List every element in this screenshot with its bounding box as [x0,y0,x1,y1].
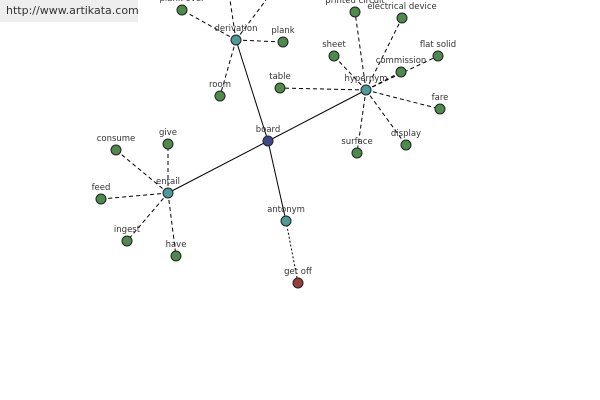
node-label: antonym [267,205,305,215]
node [262,135,274,147]
edge [115,149,169,194]
edge [267,140,287,222]
node [351,147,363,159]
edge [279,87,367,91]
node-label: feed [92,183,111,193]
edge [356,89,367,154]
edge [167,140,269,194]
node-label: commission [376,56,427,66]
node [274,82,286,94]
edge [126,192,169,242]
node [395,66,407,78]
edge [354,11,367,91]
edge [219,39,237,97]
node [432,50,444,62]
edge [100,192,169,200]
node [292,277,304,289]
node-label: derivation [214,24,257,34]
watermark[interactable]: http://www.artikata.com [0,0,139,22]
node [95,193,107,205]
node-label: consume [97,134,136,144]
node-label: hypernym [344,74,387,84]
node [214,90,226,102]
node [121,235,133,247]
edge [365,89,407,146]
node [170,250,182,262]
node-label: fare [432,93,449,103]
node [349,6,361,18]
edge [167,192,177,257]
node [328,50,340,62]
edge [333,55,367,91]
node-label: entail [156,177,180,187]
node [277,36,289,48]
edge [235,0,267,41]
edge [181,9,237,41]
node [360,84,372,96]
edge [365,89,441,110]
node [434,103,446,115]
node-label: plank over [160,0,205,4]
edge [229,0,237,41]
node [110,144,122,156]
node-label: display [391,129,421,139]
node-label: surface [341,137,372,147]
edge [285,220,299,284]
edge [267,89,367,142]
node-label: have [166,240,187,250]
edge [365,55,439,91]
node-label: room [209,80,231,90]
edge [235,39,284,43]
node [280,215,292,227]
node-label: give [159,128,177,138]
node [176,4,188,16]
node-label: electrical device [367,2,437,12]
node [162,138,174,150]
node [396,12,408,24]
node [162,187,174,199]
node-label: get off [284,267,313,277]
node-label: table [269,72,291,82]
node-label: sheet [322,40,346,50]
node-label: board [256,125,281,135]
edge [235,39,269,142]
node [400,139,412,151]
node-label: ingest [114,225,141,235]
node-label: flat solid [420,40,456,50]
node-label: plank [271,26,294,36]
node [230,34,242,46]
node-label: printed circuit [325,0,385,6]
